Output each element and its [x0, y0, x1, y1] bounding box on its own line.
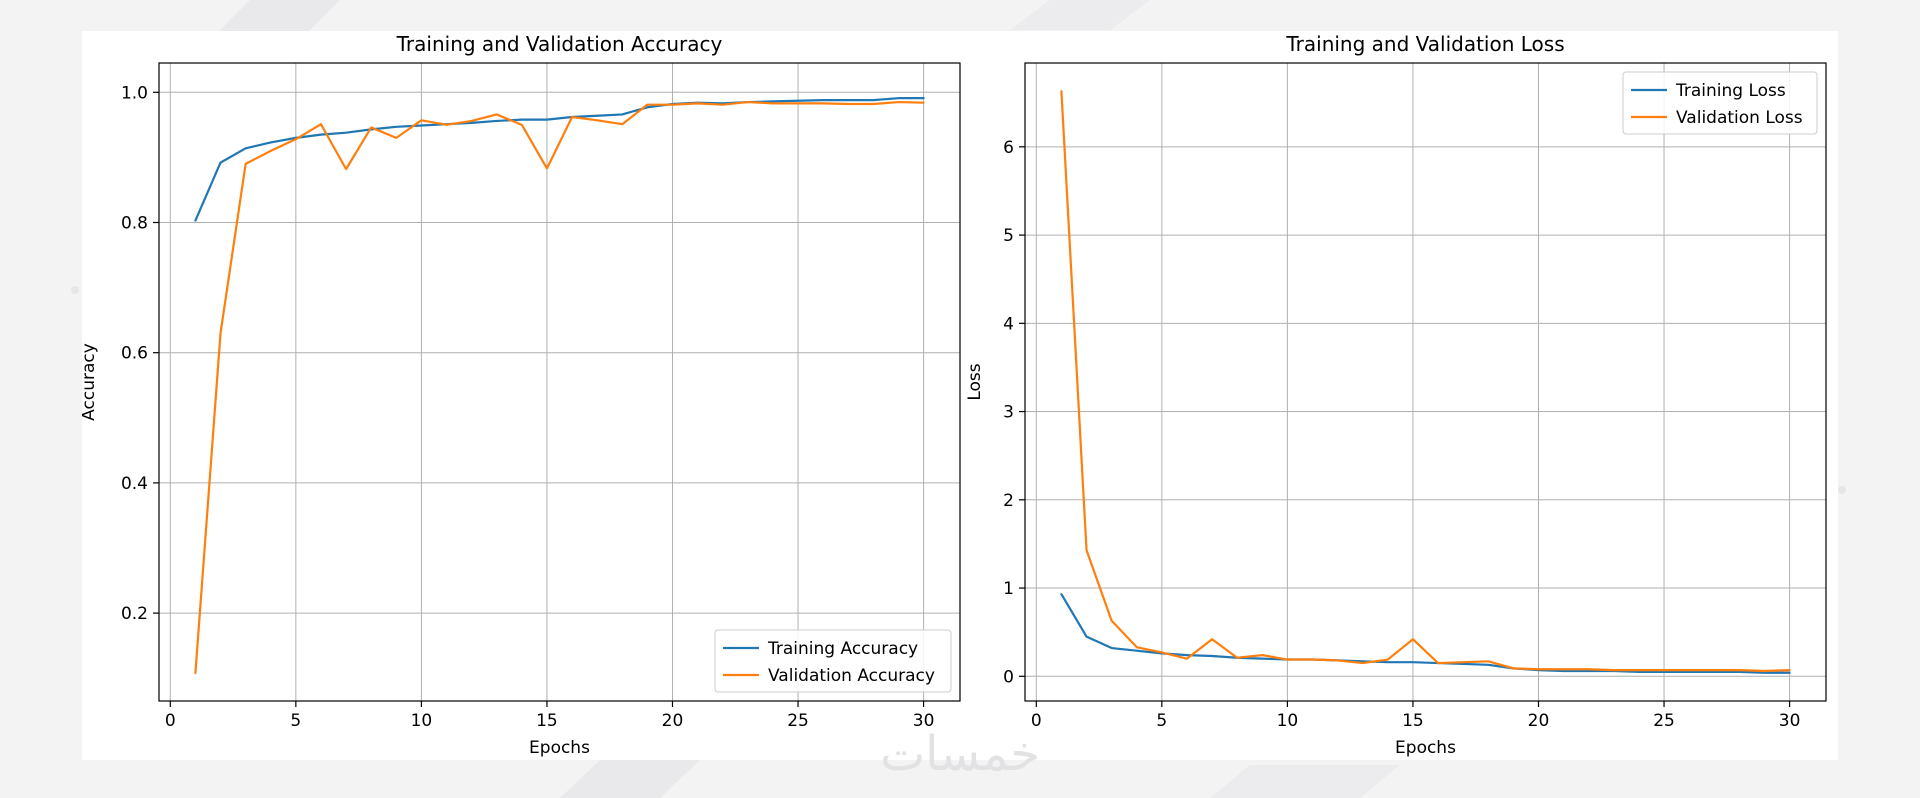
- series-line-validation-loss: [1060, 90, 1791, 673]
- series-line-validation-accuracy: [194, 100, 925, 675]
- loss-y-tick-label: 0: [1003, 667, 1014, 687]
- accuracy-y-tick-label: 0.8: [121, 214, 148, 234]
- accuracy-y-tick-label: 0.4: [121, 474, 148, 494]
- loss-y-tick-label: 3: [1003, 403, 1014, 423]
- accuracy-x-tick-label: 5: [290, 711, 301, 731]
- loss-x-tick-label: 25: [1653, 711, 1675, 731]
- loss-y-tick-label: 1: [1003, 579, 1014, 599]
- accuracy-x-tick-label: 30: [913, 711, 935, 731]
- series-line-training-accuracy: [194, 97, 925, 222]
- loss-chart-title: Training and Validation Loss: [1285, 32, 1564, 56]
- accuracy-y-axis-label: Accuracy: [82, 343, 99, 421]
- loss-x-tick-label: 0: [1031, 711, 1042, 731]
- loss-x-axis-label: Epochs: [1395, 738, 1456, 758]
- loss-y-axis-label: Loss: [965, 363, 985, 400]
- loss-x-tick-label: 15: [1402, 711, 1424, 731]
- accuracy-x-tick-label: 15: [536, 711, 558, 731]
- accuracy-legend: Training Accuracy Validation Accuracy: [714, 629, 952, 693]
- figure-canvas: 0 5 10 15 20 25 30 0.20.40.60.81.0 Training an…: [82, 32, 1827, 758]
- accuracy-x-tick-label: 25: [787, 711, 809, 731]
- series-line-training-loss: [1060, 593, 1791, 674]
- accuracy-chart: 0 5 10 15 20 25 30 0.2 0.4 0.6 0.8 1.0 Training an…: [82, 32, 961, 758]
- loss-y-tick-label: 4: [1003, 314, 1014, 334]
- legend-label-validation-accuracy: Validation Accuracy: [768, 666, 935, 686]
- accuracy-x-axis-label: Epochs: [529, 738, 590, 758]
- loss-axes-frame: [1024, 62, 1827, 702]
- accuracy-y-tick-label: 0.6: [121, 344, 148, 364]
- accuracy-legend-box: [714, 629, 952, 693]
- watermark-logo: خمسات: [880, 726, 1040, 782]
- legend-label-training-loss: Training Loss: [1675, 81, 1786, 101]
- loss-y-tick-label: 2: [1003, 491, 1014, 511]
- loss-x-tick-label: 20: [1528, 711, 1550, 731]
- loss-legend-box: [1622, 71, 1818, 135]
- loss-y-tick-label: 6: [1003, 138, 1014, 158]
- accuracy-x-tick-label: 0: [165, 711, 176, 731]
- accuracy-axes-frame: [158, 62, 961, 702]
- accuracy-chart-title: Training and Validation Accuracy: [396, 32, 723, 56]
- loss-x-tick-label: 30: [1779, 711, 1801, 731]
- loss-x-tick-label: 10: [1277, 711, 1299, 731]
- watermark-text: خمسات: [880, 726, 1040, 782]
- accuracy-x-tick-label: 10: [411, 711, 433, 731]
- loss-x-tick-label: 5: [1156, 711, 1167, 731]
- legend-label-training-accuracy: Training Accuracy: [767, 639, 918, 659]
- figure: 0 5 10 15 20 25 30 0.2 0.4 0.6 0.8 1.0 Training an…: [82, 31, 1838, 760]
- accuracy-x-tick-label: 20: [662, 711, 684, 731]
- loss-y-tick-label: 5: [1003, 226, 1014, 246]
- legend-label-validation-loss: Validation Loss: [1676, 108, 1803, 128]
- accuracy-y-tick-label: 0.2: [121, 604, 148, 624]
- loss-legend: Training Loss Validation Loss: [1622, 71, 1818, 135]
- accuracy-y-tick-label: 1.0: [121, 83, 148, 103]
- loss-chart: 0 5 10 15 20 25 30 0 1 2 3 4 5 6 Training and Valida…: [965, 32, 1827, 758]
